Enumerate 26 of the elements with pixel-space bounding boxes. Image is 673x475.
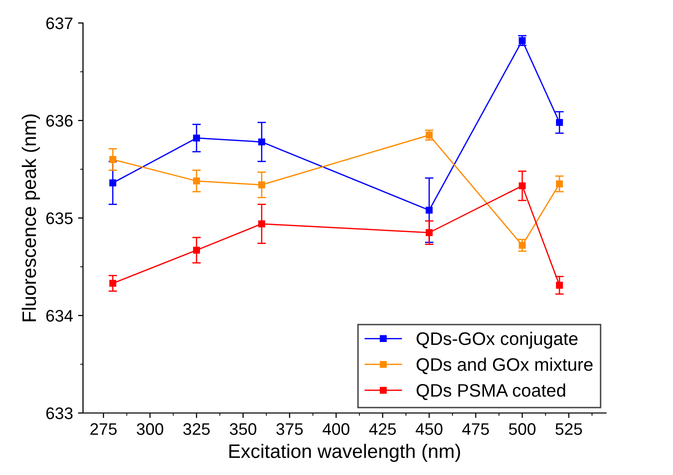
y-tick-label: 634: [46, 310, 73, 322]
point: [193, 134, 200, 142]
x-axis-title: Excitation wavelength (nm): [229, 444, 460, 462]
y-tick-label: 635: [46, 212, 73, 224]
legend-label: QDs and GOx mixture: [416, 358, 593, 374]
x-tick-label: 375: [276, 423, 303, 435]
x-tick-label: 450: [416, 423, 442, 435]
point: [556, 180, 563, 188]
y-tick-label: 633: [46, 407, 73, 420]
x-tick-label: 425: [369, 423, 396, 435]
x-tick-label: 275: [90, 423, 117, 435]
x-tick-label: 300: [136, 423, 164, 435]
point: [193, 177, 200, 184]
y-tick-label: 637: [46, 17, 72, 30]
legend-label: QDs-GOx conjugate: [416, 332, 578, 349]
point: [556, 118, 563, 126]
x-tick-label: 400: [322, 423, 350, 435]
x-tick-label: 475: [462, 423, 489, 435]
y-axis-title: Fluorescence peak (nm): [22, 114, 40, 322]
point: [193, 246, 200, 254]
x-tick-label: 500: [509, 423, 536, 435]
x-tick-label: 350: [230, 423, 256, 435]
x-tick-label: 325: [183, 423, 210, 435]
legend-label: QDs PSMA coated: [416, 384, 566, 400]
x-tick-label: 525: [556, 423, 582, 435]
y-tick-label: 636: [46, 114, 73, 127]
